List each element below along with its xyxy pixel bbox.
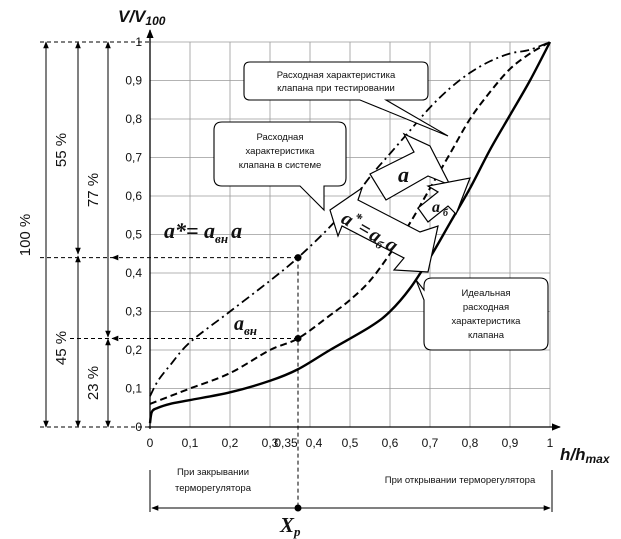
y-tick-label: 0,8	[125, 112, 142, 126]
callout-test-characteristic: Расходная характеристика клапана при тес…	[243, 61, 449, 137]
x-tick-label: 0,3	[262, 436, 279, 450]
marker-point	[294, 254, 302, 262]
label-55-percent: 55 %	[53, 133, 70, 167]
y-tick-label: 0,2	[125, 343, 142, 357]
arrow-formula: a*=aбa	[329, 186, 439, 273]
series-line-dashdot	[149, 41, 551, 397]
series-line-dashed	[149, 41, 551, 405]
x-tick-label: 0,1	[182, 436, 199, 450]
guide-lines	[40, 254, 299, 505]
series-lines	[148, 41, 552, 424]
formula-a-star: a*= aвн a	[164, 218, 242, 246]
x-axis-label: h/hmax	[560, 445, 611, 466]
bottom-regions	[149, 470, 553, 512]
region-closing-line1: При закрывании	[177, 467, 249, 478]
label-77-percent: 77 %	[85, 173, 102, 207]
axes	[146, 29, 561, 431]
svg-text:характеристика: характеристика	[246, 146, 316, 157]
x-tick-label: 0	[147, 436, 154, 450]
x-tick-label: 0,2	[222, 436, 239, 450]
y-tick-label: 0,3	[125, 305, 142, 319]
label-23-percent: 23 %	[85, 366, 102, 400]
svg-text:клапана при тестировании: клапана при тестировании	[277, 83, 395, 94]
label-xp: Xp	[279, 513, 301, 539]
label-a-vn: aвн	[234, 313, 257, 338]
x-tick-label: 0,8	[462, 436, 479, 450]
svg-text:a: a	[432, 199, 440, 216]
svg-text:расходная: расходная	[463, 302, 509, 313]
x-tick-label: 0,6	[382, 436, 399, 450]
tick-labels: 00,10,20,30,40,50,60,70,80,910 0,1 0,2 0,30…	[125, 35, 553, 450]
x-tick-label: 0,7	[422, 436, 439, 450]
svg-text:клапана в системе: клапана в системе	[239, 160, 322, 171]
svg-text:клапана: клапана	[468, 330, 505, 341]
x-tick-label: 0,4	[306, 436, 323, 450]
x-tick-label: 0,5	[342, 436, 359, 450]
label-100-percent: 100 %	[17, 214, 34, 257]
marker-point	[294, 334, 302, 342]
x-tick-label: 0,35	[274, 436, 298, 450]
y-tick-label: 0,9	[125, 74, 142, 88]
region-opening: При открывании терморегулятора	[385, 475, 536, 486]
x-tick-label: 0,9	[502, 436, 519, 450]
y-tick-label: 0,5	[125, 228, 142, 242]
svg-text:характеристика: характеристика	[452, 316, 522, 327]
svg-text:Расходная характеристика: Расходная характеристика	[277, 70, 396, 81]
region-closing-line2: терморегулятора	[175, 483, 252, 494]
callout-ideal-characteristic: Идеальная расходная характеристика клапа…	[415, 277, 549, 351]
label-45-percent: 45 %	[53, 331, 70, 365]
arrow-a-b: a б	[417, 177, 471, 223]
y-tick-label: 0,7	[125, 151, 142, 165]
svg-text:Расходная: Расходная	[257, 132, 304, 143]
series-line-solid	[148, 41, 552, 424]
x-tick-label: 1	[547, 436, 554, 450]
svg-text:Идеальная: Идеальная	[461, 288, 510, 299]
callout-system-characteristic: Расходная характеристика клапана в систе…	[213, 121, 347, 212]
y-tick-label: 0,1	[125, 382, 142, 396]
y-tick-label: 0,4	[125, 266, 142, 280]
y-tick-label: 0,6	[125, 189, 142, 203]
y-axis-label: V/V100	[118, 7, 166, 28]
percent-brackets	[40, 41, 150, 428]
svg-text:a: a	[398, 162, 409, 187]
svg-text:б: б	[443, 208, 449, 219]
